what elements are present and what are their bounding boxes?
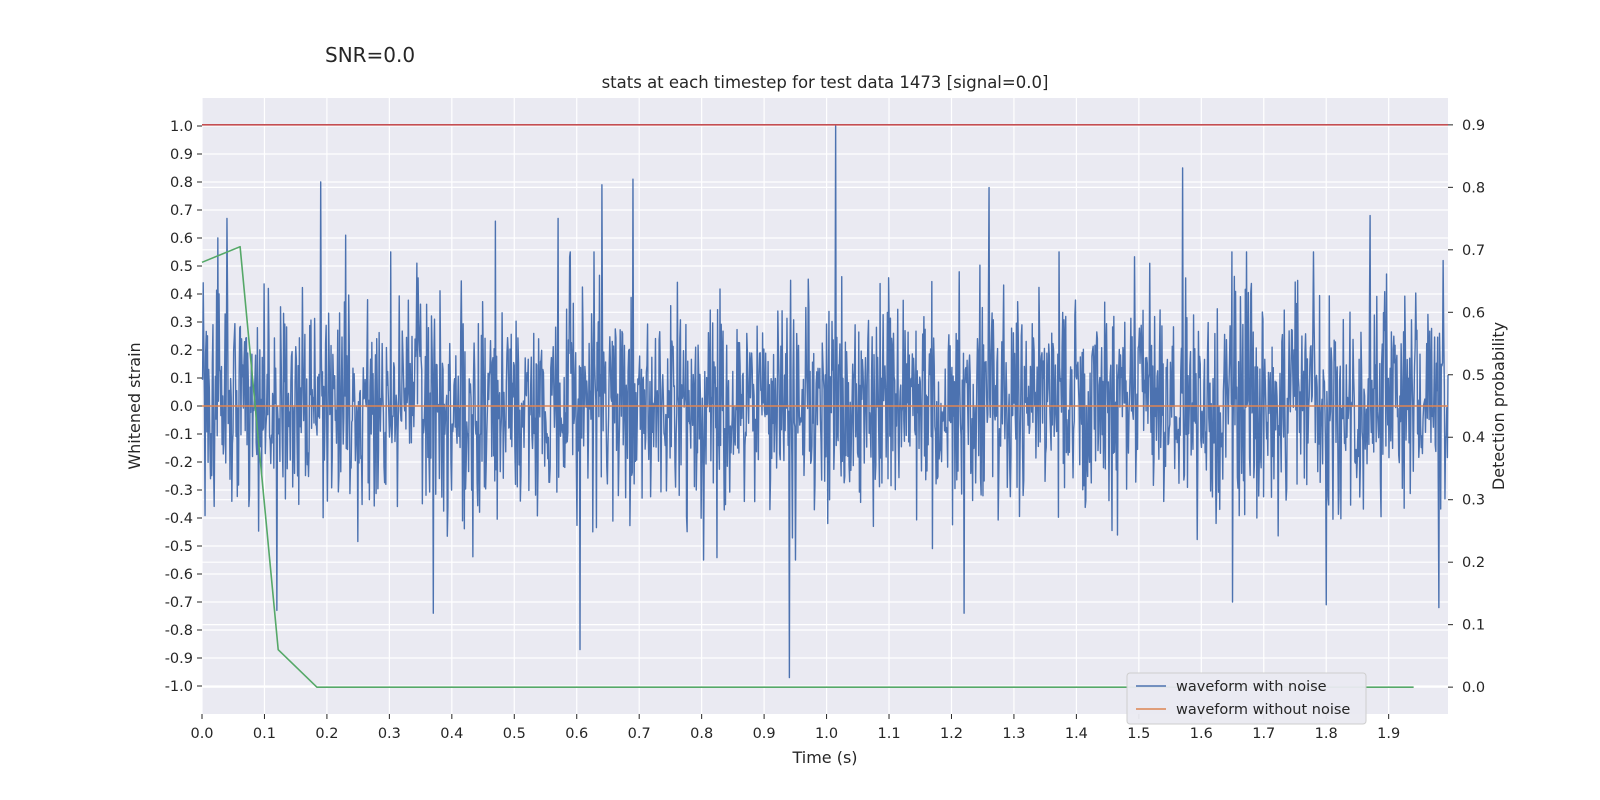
suptitle: SNR=0.0 <box>325 43 415 67</box>
y-tick-label-left-1: 0.9 <box>170 147 193 163</box>
series-layer <box>201 124 1449 688</box>
x-tick-label-16: 1.6 <box>1190 726 1213 742</box>
y-tick-label-right-1: 0.8 <box>1462 180 1485 196</box>
x-tick-label-10: 1.0 <box>815 726 838 742</box>
x-tick-label-2: 0.2 <box>315 726 338 742</box>
x-tick-label-1: 0.1 <box>253 726 276 742</box>
x-tick-label-19: 1.9 <box>1377 726 1400 742</box>
y-tick-label-right-9: 0.0 <box>1462 680 1485 696</box>
y-tick-label-right-0: 0.9 <box>1462 118 1485 134</box>
x-tick-label-9: 0.9 <box>753 726 776 742</box>
y-tick-label-left-12: -0.2 <box>165 455 193 471</box>
y-axis-label-left: Whitened strain <box>125 342 144 469</box>
x-tick-label-3: 0.3 <box>378 726 401 742</box>
y-axis-label-right: Detection probability <box>1489 322 1508 490</box>
x-tick-label-15: 1.5 <box>1127 726 1150 742</box>
y-tick-label-left-8: 0.2 <box>170 343 193 359</box>
x-tick-label-17: 1.7 <box>1252 726 1275 742</box>
x-tick-label-14: 1.4 <box>1065 726 1088 742</box>
y-tick-label-left-17: -0.7 <box>165 595 193 611</box>
x-tick-label-18: 1.8 <box>1315 726 1338 742</box>
y-tick-label-left-18: -0.8 <box>165 623 193 639</box>
x-tick-label-5: 0.5 <box>503 726 526 742</box>
y-tick-label-right-8: 0.1 <box>1462 618 1485 634</box>
y-tick-label-left-5: 0.5 <box>170 259 193 275</box>
y-tick-label-left-0: 1.0 <box>170 119 193 135</box>
x-tick-label-0: 0.0 <box>190 726 213 742</box>
y-tick-label-right-2: 0.7 <box>1462 243 1485 259</box>
x-tick-label-6: 0.6 <box>565 726 588 742</box>
y-tick-label-left-3: 0.7 <box>170 203 193 219</box>
y-tick-label-right-3: 0.6 <box>1462 305 1485 321</box>
legend: waveform with noise waveform without noi… <box>1126 672 1367 725</box>
x-tick-label-11: 1.1 <box>877 726 900 742</box>
legend-box <box>1126 672 1367 725</box>
detection-probability-line <box>201 245 1414 688</box>
y-tick-label-left-15: -0.5 <box>165 539 193 555</box>
y-tick-label-left-4: 0.6 <box>170 231 193 247</box>
x-tick-label-7: 0.7 <box>628 726 651 742</box>
y-tick-label-right-5: 0.4 <box>1462 430 1485 446</box>
chart-title: stats at each timestep for test data 147… <box>602 73 1049 92</box>
y-tick-label-right-4: 0.5 <box>1462 368 1485 384</box>
x-tick-label-12: 1.2 <box>940 726 963 742</box>
x-axis-label: Time (s) <box>791 748 857 767</box>
y-tick-label-left-9: 0.1 <box>170 371 193 387</box>
y-tick-label-left-7: 0.3 <box>170 315 193 331</box>
waveform-with-noise-line <box>201 125 1449 679</box>
y-tick-label-left-6: 0.4 <box>170 287 193 303</box>
y-tick-label-left-14: -0.4 <box>165 511 193 527</box>
x-tick-label-8: 0.8 <box>690 726 713 742</box>
y-tick-label-left-16: -0.6 <box>165 567 193 583</box>
y-tick-label-left-13: -0.3 <box>165 483 193 499</box>
legend-label-clean: waveform without noise <box>1176 702 1350 718</box>
x-tick-label-4: 0.4 <box>440 726 463 742</box>
y-tick-label-left-20: -1.0 <box>165 679 193 695</box>
y-tick-label-left-2: 0.8 <box>170 175 193 191</box>
y-tick-label-right-7: 0.2 <box>1462 555 1485 571</box>
legend-label-noise: waveform with noise <box>1176 679 1327 695</box>
y-tick-label-left-11: -0.1 <box>165 427 193 443</box>
tick-layer: 0.0 0.1 0.2 0.3 0.4 0.5 0.6 0.7 0.8 0.9 1.0 1.1 1.2 1… <box>165 118 1485 742</box>
y-tick-label-left-10: 0.0 <box>170 399 193 415</box>
y-tick-label-left-19: -0.9 <box>165 651 193 667</box>
y-tick-label-right-6: 0.3 <box>1462 493 1485 509</box>
x-tick-label-13: 1.3 <box>1002 726 1025 742</box>
